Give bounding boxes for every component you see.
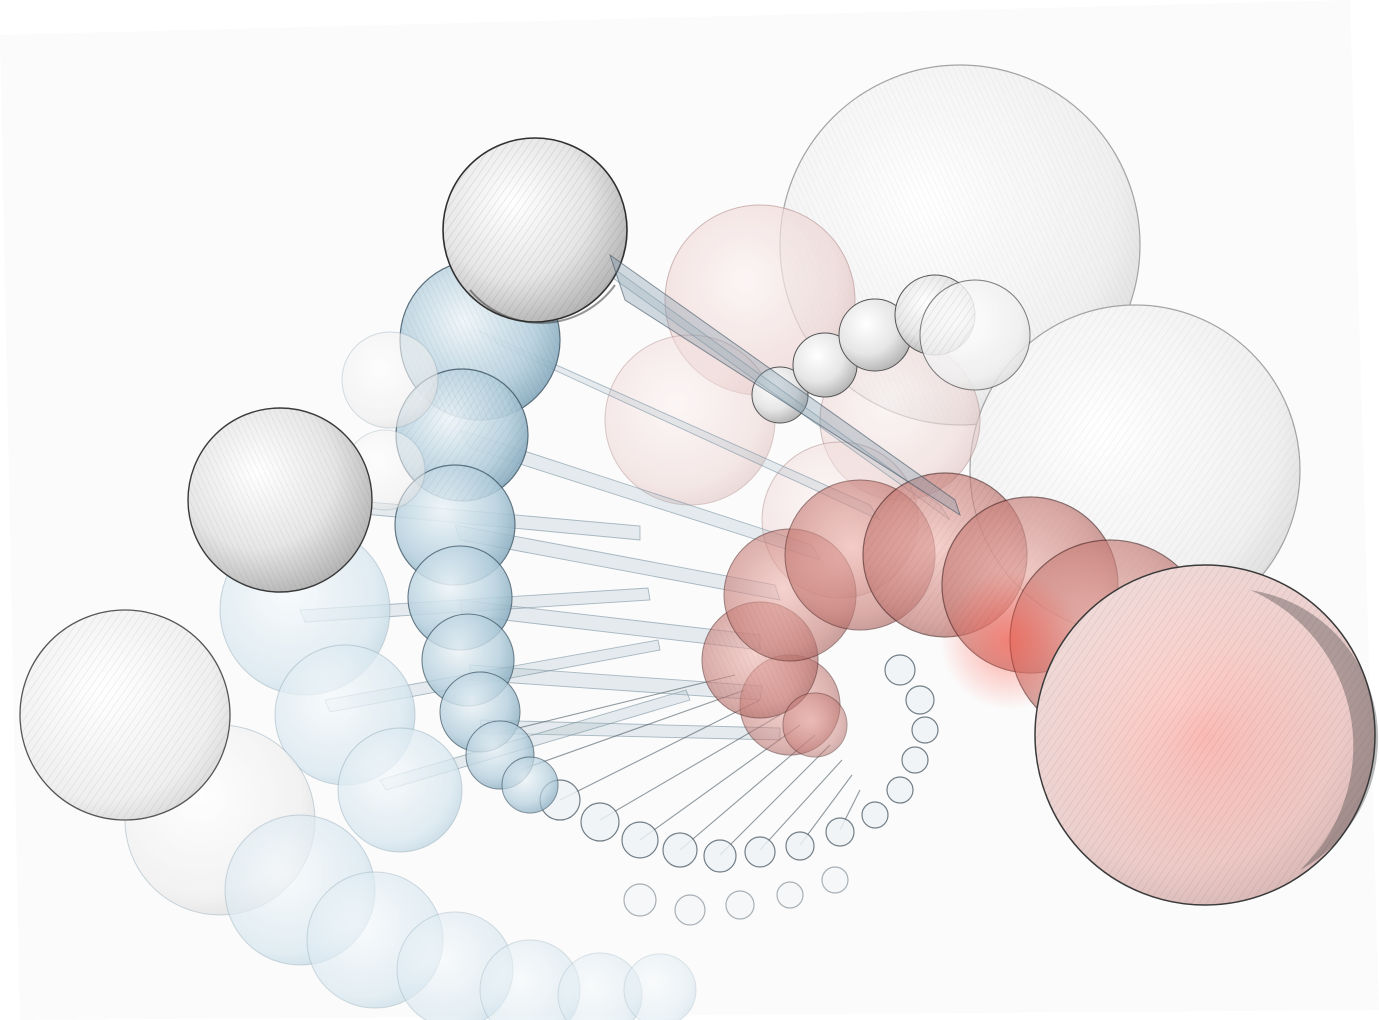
- gray-sphere-lower-left: [19, 609, 231, 821]
- large-red-sphere: [1034, 564, 1379, 906]
- gray-sphere-middle: [187, 407, 373, 593]
- gray-sphere-top: [442, 137, 628, 324]
- inner-spiral-spheres: [539, 654, 939, 926]
- helix-strands: [289, 214, 951, 791]
- top-connector-cone: [609, 253, 961, 517]
